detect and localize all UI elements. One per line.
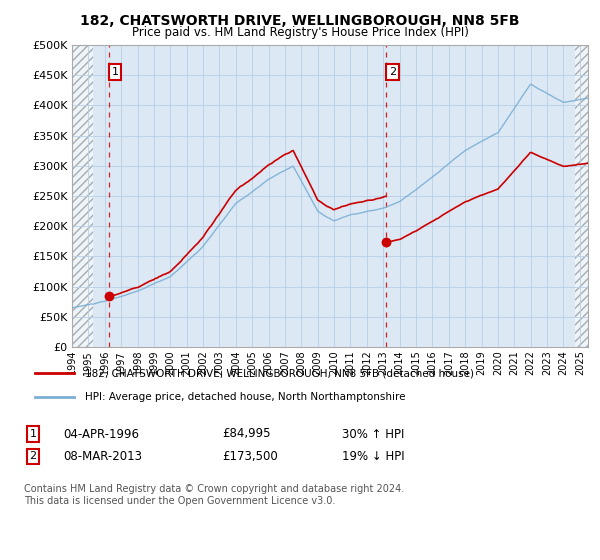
Text: £84,995: £84,995 xyxy=(222,427,271,441)
Text: 1: 1 xyxy=(29,429,37,439)
Bar xyxy=(72,45,93,347)
Text: 182, CHATSWORTH DRIVE, WELLINGBOROUGH, NN8 5FB: 182, CHATSWORTH DRIVE, WELLINGBOROUGH, N… xyxy=(80,14,520,28)
Text: £173,500: £173,500 xyxy=(222,450,278,463)
Text: Contains HM Land Registry data © Crown copyright and database right 2024.
This d: Contains HM Land Registry data © Crown c… xyxy=(24,484,404,506)
Text: HPI: Average price, detached house, North Northamptonshire: HPI: Average price, detached house, Nort… xyxy=(85,391,405,402)
Text: 2: 2 xyxy=(389,67,396,77)
Text: 1: 1 xyxy=(112,67,119,77)
Text: 30% ↑ HPI: 30% ↑ HPI xyxy=(342,427,404,441)
Point xyxy=(104,291,114,300)
Text: 182, CHATSWORTH DRIVE, WELLINGBOROUGH, NN8 5FB (detached house): 182, CHATSWORTH DRIVE, WELLINGBOROUGH, N… xyxy=(85,368,474,379)
Text: 04-APR-1996: 04-APR-1996 xyxy=(63,427,139,441)
Bar xyxy=(575,45,588,347)
Bar xyxy=(72,45,93,347)
Text: 2: 2 xyxy=(29,451,37,461)
Text: 08-MAR-2013: 08-MAR-2013 xyxy=(63,450,142,463)
Text: 19% ↓ HPI: 19% ↓ HPI xyxy=(342,450,404,463)
Point xyxy=(382,238,391,247)
Text: Price paid vs. HM Land Registry's House Price Index (HPI): Price paid vs. HM Land Registry's House … xyxy=(131,26,469,39)
Bar xyxy=(575,45,588,347)
